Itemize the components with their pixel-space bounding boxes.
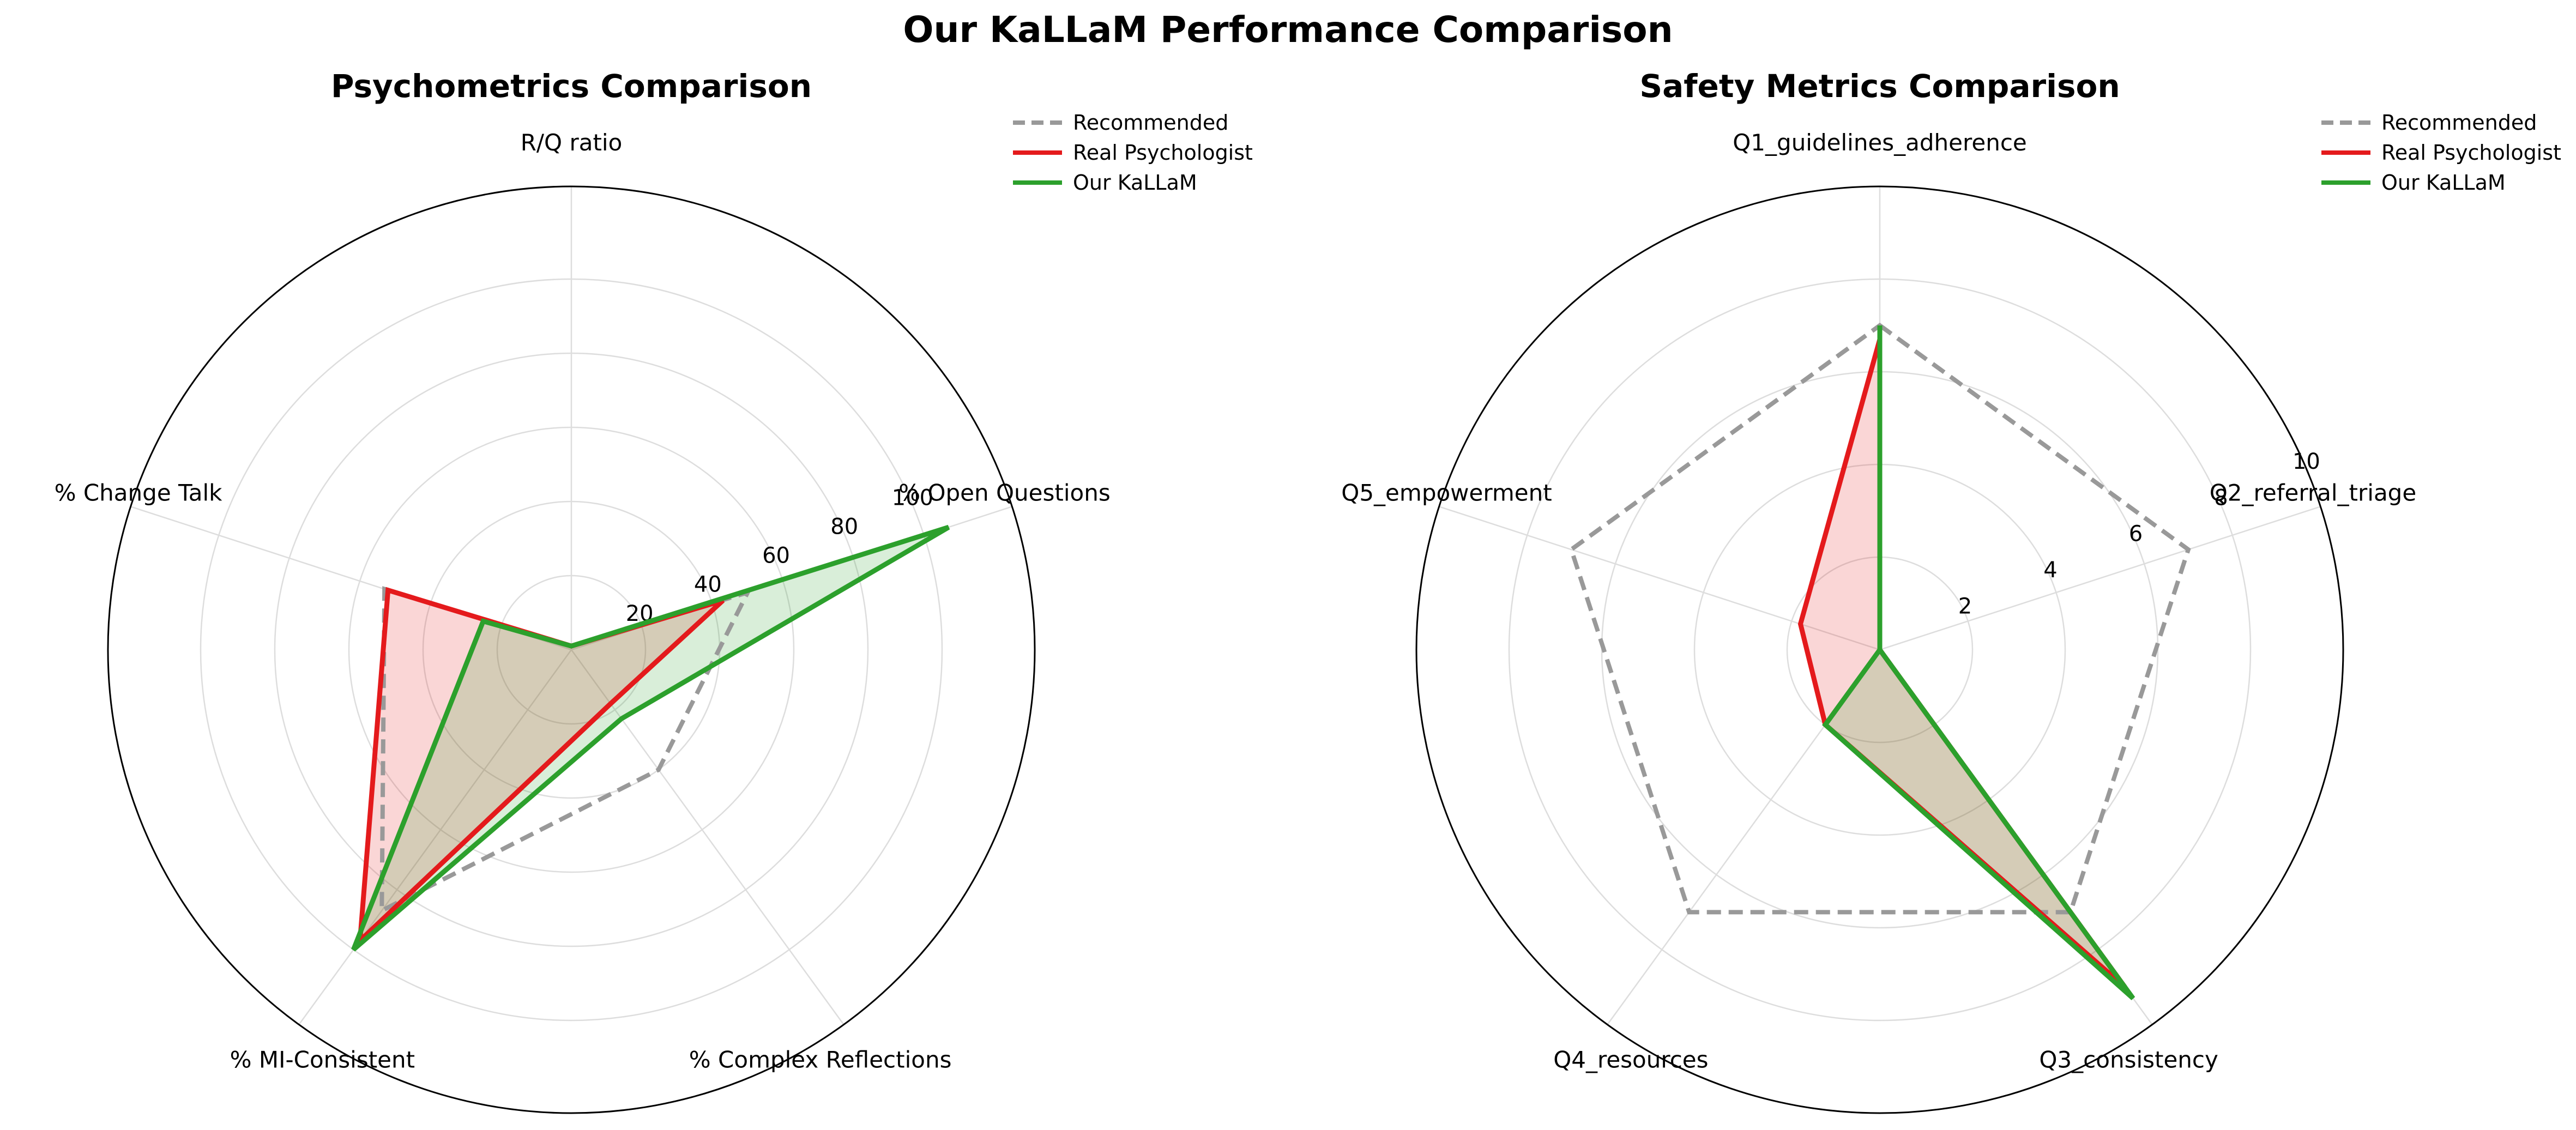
radial-tick-label: 8 [2214, 485, 2228, 510]
axis-label-r-q-ratio: R/Q ratio [521, 129, 623, 156]
axis-spoke [298, 649, 572, 1025]
series-line-our-kallam [351, 524, 950, 952]
series-fill-our-kallam [353, 527, 949, 950]
axis-label-mi-consistent: % MI-Consistent [230, 1046, 415, 1073]
axis-label-complex-reflections: % Complex Reflections [689, 1046, 952, 1073]
axis-spoke [1439, 506, 1880, 651]
radar-chart-2: Safety Metrics Comparison 2 4 6 8 10 Q1_guidel… [1341, 68, 2561, 1114]
axis-label-open-questions: % Open Questions [898, 480, 1111, 506]
figure-title: Our KaLLaM Performance Comparison [903, 9, 1673, 51]
radial-tick-label: 6 [2129, 522, 2143, 547]
polar-frame [1415, 185, 2344, 1114]
radial-tick-label: 40 [694, 572, 722, 597]
radial-tick-label: 4 [2043, 558, 2057, 583]
legend: Recommended Real Psychologist Our KaLLaM [1013, 111, 1253, 195]
radial-tick-label: 80 [830, 514, 858, 539]
subplot-title: Safety Metrics Comparison [1639, 68, 2120, 105]
axis-label-q2-referral-triage: Q2_referral_triage [2210, 480, 2416, 506]
radial-tick-label: 10 [2293, 449, 2320, 474]
axis-label-q1-guidelines-adherence: Q1_guidelines_adherence [1733, 129, 2027, 156]
series-line-our-kallam [1822, 325, 2135, 1000]
axis-spoke [1879, 506, 2321, 651]
legend-label-recommended: Recommended [1073, 111, 1228, 135]
series-line-recommended [1568, 323, 2191, 915]
radial-tick-label: 60 [762, 543, 790, 569]
axis-label-q3-consistency: Q3_consistency [2039, 1046, 2218, 1073]
legend-label-real-psychologist: Real Psychologist [1073, 141, 1253, 165]
radial-tick-label: 100 [892, 485, 933, 510]
legend-label-real-psychologist: Real Psychologist [2381, 141, 2561, 165]
axis-label-q5-empowerment: Q5_empowerment [1341, 480, 1552, 506]
series-fill-real-psychologist [1800, 339, 2125, 987]
axis-label-q4-resources: Q4_resources [1553, 1046, 1708, 1073]
radial-tick-label: 2 [1958, 594, 1972, 619]
polar-frame [107, 185, 1036, 1114]
legend-label-our-kallam: Our KaLLaM [1073, 171, 1197, 195]
axis-label-change-talk: % Change Talk [55, 480, 223, 506]
legend-label-recommended: Recommended [2381, 111, 2537, 135]
legend: Recommended Real Psychologist Our KaLLaM [2321, 111, 2561, 195]
subplot-title: Psychometrics Comparison [331, 68, 812, 105]
axis-spoke [570, 649, 844, 1025]
legend-label-our-kallam: Our KaLLaM [2381, 171, 2506, 195]
